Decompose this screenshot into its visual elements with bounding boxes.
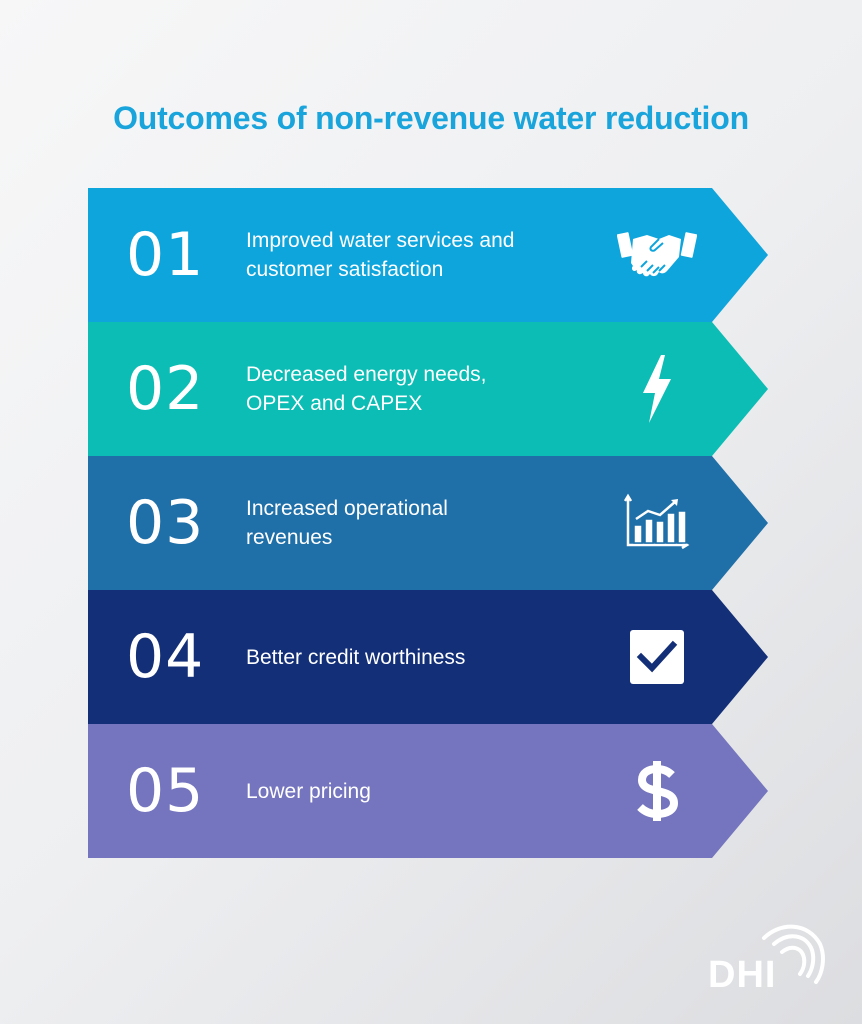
outcome-step-4: 04 Better credit worthiness xyxy=(88,590,768,724)
outcome-step-1: 01 Improved water services and customer s… xyxy=(88,188,768,322)
step-text: Increased operational revenues xyxy=(246,497,448,549)
growth-chart-icon xyxy=(612,487,702,559)
page-title: Outcomes of non-revenue water reduction xyxy=(113,100,749,136)
dhi-logo: DHI xyxy=(700,918,830,998)
lightning-icon xyxy=(612,353,702,425)
step-text: Improved water services and customer sati… xyxy=(246,229,515,281)
outcome-list: 01 Improved water services and customer s… xyxy=(88,188,768,858)
step-number: 04 xyxy=(126,622,205,692)
logo-text: DHI xyxy=(708,954,777,996)
outcome-step-3: 03 Increased operational revenues xyxy=(88,456,768,590)
handshake-icon xyxy=(612,219,702,291)
step-number: 05 xyxy=(126,756,205,826)
step-text: Decreased energy needs, OPEX and CAPEX xyxy=(246,363,487,415)
step-number: 03 xyxy=(126,488,205,558)
step-number: 02 xyxy=(126,354,205,424)
checkbox-icon xyxy=(612,621,702,693)
dollar-icon xyxy=(612,755,702,827)
step-text: Better credit worthiness xyxy=(246,645,466,669)
step-text: Lower pricing xyxy=(246,779,371,803)
step-number: 01 xyxy=(126,220,205,290)
outcome-step-5: 05 Lower pricing xyxy=(88,724,768,858)
outcome-step-2: 02 Decreased energy needs, OPEX and CAPEX xyxy=(88,322,768,456)
